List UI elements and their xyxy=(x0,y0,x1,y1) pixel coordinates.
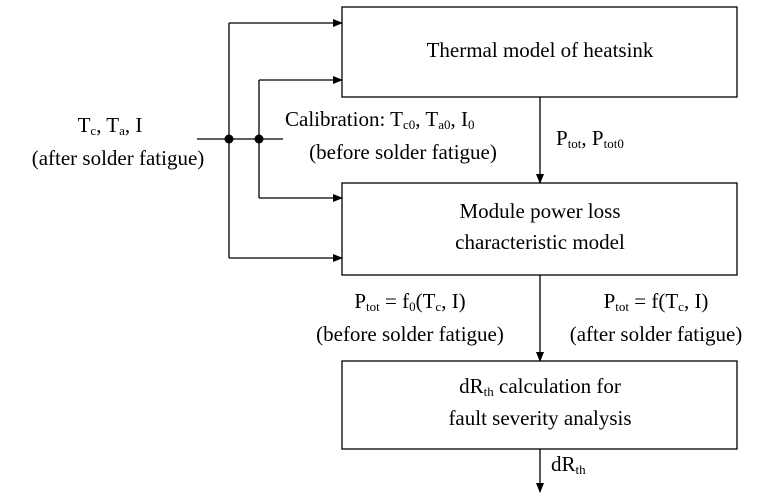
subscript: c0 xyxy=(403,117,415,132)
text-run: , I) xyxy=(684,289,709,313)
text-run: , I xyxy=(451,107,469,131)
subscript: tot xyxy=(615,299,629,314)
texts: Thermal model of heatsink Module power lo… xyxy=(32,38,743,477)
subscript: tot xyxy=(366,299,380,314)
connectors xyxy=(197,19,544,493)
text-run: = f(T xyxy=(629,289,678,313)
text-run: T xyxy=(78,113,91,137)
text-run: , P xyxy=(581,126,603,150)
block-label: characteristic model xyxy=(455,230,625,254)
annotation: (before solder fatigue) xyxy=(309,140,497,164)
subscript: tot xyxy=(568,136,582,151)
text-run: dR xyxy=(459,374,484,398)
annotation: Ptot = f0(Tc, I) xyxy=(354,289,465,314)
text-run: , T xyxy=(415,107,438,131)
text-run: characteristic model xyxy=(455,230,625,254)
text-run: P xyxy=(556,126,568,150)
annotation: (after solder fatigue) xyxy=(570,322,743,346)
text-run: (after solder fatigue) xyxy=(32,146,205,170)
text-run: P xyxy=(604,289,616,313)
text-run: calculation for xyxy=(494,374,621,398)
annotation: (after solder fatigue) xyxy=(32,146,205,170)
subscript: c xyxy=(435,299,441,314)
text-run: , T xyxy=(96,113,119,137)
annotation: Calibration: Tc0, Ta0, I0 xyxy=(285,107,475,132)
text-run: = f xyxy=(380,289,409,313)
text-run: , I xyxy=(125,113,143,137)
subscript: a xyxy=(119,123,125,138)
junction xyxy=(224,134,234,144)
text-run: fault severity analysis xyxy=(448,406,631,430)
annotation: Ptot = f(Tc, I) xyxy=(604,289,709,314)
subscript: c xyxy=(678,299,684,314)
text-run: (before solder fatigue) xyxy=(316,322,504,346)
subscript: a0 xyxy=(438,117,450,132)
block-label: dRth calculation for xyxy=(459,374,621,399)
junction xyxy=(254,134,264,144)
subscript: 0 xyxy=(409,299,416,314)
text-run: dR xyxy=(551,452,576,476)
subscript: th xyxy=(576,462,587,477)
text-run: (before solder fatigue) xyxy=(309,140,497,164)
subscript: c xyxy=(90,123,96,138)
text-run: (after solder fatigue) xyxy=(570,322,743,346)
text-run: , I) xyxy=(441,289,466,313)
annotation: Ptot, Ptot0 xyxy=(556,126,624,151)
annotation: dRth xyxy=(551,452,586,477)
subscript: th xyxy=(484,384,495,399)
text-run: (T xyxy=(416,289,436,313)
subscript: 0 xyxy=(468,117,475,132)
text-run: P xyxy=(354,289,366,313)
block-label: fault severity analysis xyxy=(448,406,631,430)
text-run: Calibration: T xyxy=(285,107,403,131)
annotation: Tc, Ta, I xyxy=(78,113,143,138)
annotation: (before solder fatigue) xyxy=(316,322,504,346)
text-run: Thermal model of heatsink xyxy=(427,38,654,62)
text-run: Module power loss xyxy=(460,199,621,223)
subscript: tot0 xyxy=(604,136,624,151)
block-label: Module power loss xyxy=(460,199,621,223)
block-label: Thermal model of heatsink xyxy=(427,38,654,62)
